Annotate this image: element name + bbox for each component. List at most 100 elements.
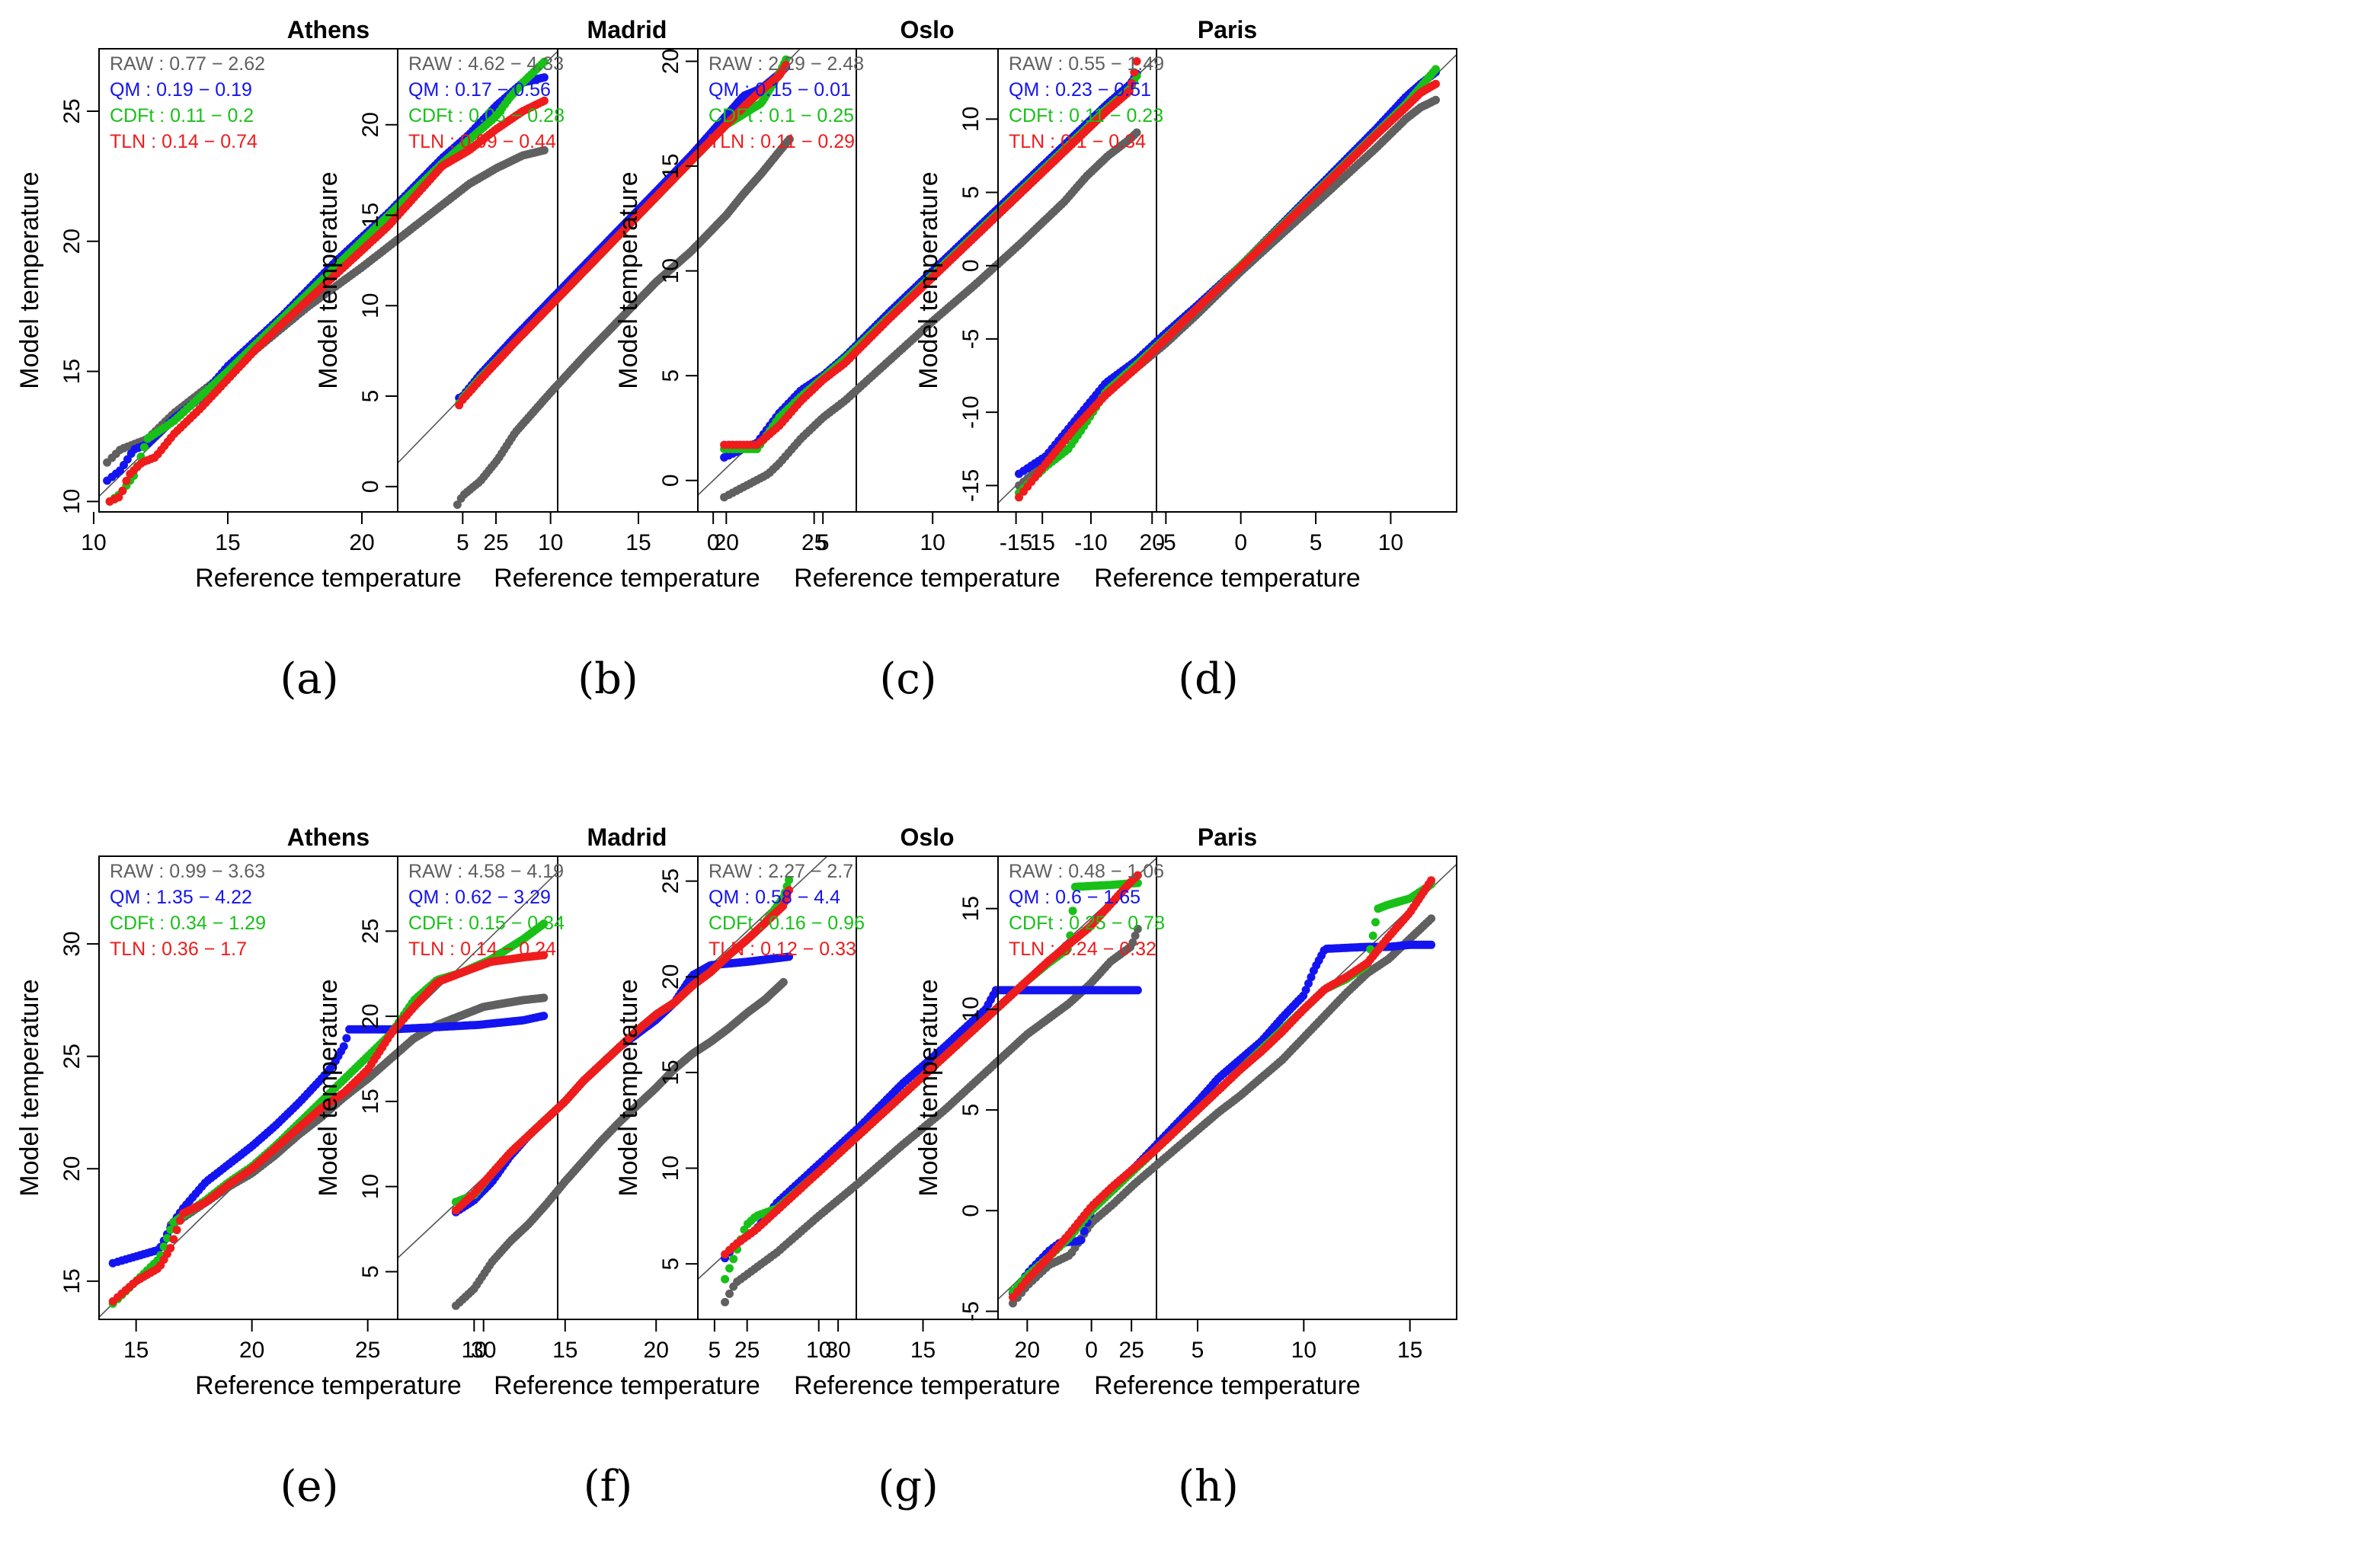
stats-qm: QM : 0.19 − 0.19: [110, 79, 252, 101]
point-tln: [169, 1235, 178, 1243]
x-tick-label: 0: [1234, 530, 1247, 555]
stats-qm: QM : 0.23 − 0.51: [1009, 79, 1151, 101]
y-tick-label: 20: [358, 112, 383, 137]
y-tick-label: 10: [358, 1174, 383, 1199]
y-tick-label: 15: [658, 1060, 683, 1085]
y-tick-label: 5: [358, 1265, 383, 1278]
x-tick-label: 15: [552, 1338, 577, 1363]
point-cdft: [1371, 918, 1380, 926]
point-qm: [1427, 941, 1435, 949]
x-tick-label: 5: [456, 530, 469, 555]
point-cdft: [140, 443, 149, 452]
stats-raw: RAW : 0.99 − 3.63: [110, 861, 265, 882]
stats-raw: RAW : 0.55 − 1.49: [1009, 53, 1164, 75]
x-tick-label: -5: [1156, 530, 1176, 555]
stats-raw: RAW : 2.27 − 2.7: [709, 861, 853, 882]
y-tick-label: 20: [59, 229, 85, 254]
subfigure-label: (d): [1178, 654, 1239, 704]
point-tln: [173, 1226, 181, 1234]
y-tick-label: 15: [658, 153, 683, 178]
y-tick-label: 15: [358, 1089, 383, 1114]
y-tick-label: 15: [59, 359, 85, 384]
y-tick-label: 0: [958, 259, 984, 272]
x-tick-label: 15: [215, 530, 240, 555]
x-tick-label: 10: [462, 1338, 487, 1363]
x-tick-label: -10: [1074, 530, 1107, 555]
stats-tln: TLN : 0.1 − 0.34: [1009, 131, 1146, 152]
x-tick-label: 10: [538, 530, 563, 555]
x-tick-label: 0: [707, 530, 720, 555]
stats-qm: QM : 0.62 − 3.29: [408, 887, 551, 908]
stats-qm: QM : 1.35 − 4.22: [110, 887, 252, 908]
y-axis-label: Model temperature: [614, 171, 643, 388]
point-cdft: [721, 1275, 729, 1284]
y-tick-label: 20: [59, 1156, 85, 1181]
y-tick-label: 5: [658, 369, 683, 382]
point-qm: [1077, 1236, 1086, 1244]
point-raw: [721, 1298, 729, 1306]
stats-raw: RAW : 2.29 − 2.48: [709, 53, 864, 75]
y-axis-label: Model temperature: [314, 979, 343, 1196]
y-tick-label: 15: [358, 203, 383, 228]
y-tick-label: 20: [358, 1003, 383, 1028]
x-tick-label: 5: [709, 1338, 721, 1363]
stats-tln: TLN : 0.36 − 1.7: [110, 938, 247, 960]
y-tick-label: 30: [59, 931, 85, 956]
stats-cdft: CDFt : 0.15 − 0.34: [408, 913, 565, 934]
y-tick-label: 20: [658, 49, 683, 74]
x-axis-label: Reference temperature: [1094, 564, 1361, 593]
stats-raw: RAW : 0.77 − 2.62: [110, 53, 265, 75]
stats-tln: TLN : 0.09 − 0.44: [408, 131, 556, 152]
y-axis-label: Model temperature: [15, 979, 44, 1196]
stats-cdft: CDFt : 0.11 − 0.23: [1009, 105, 1163, 126]
stats-cdft: CDFt : 0.1 − 0.25: [709, 105, 854, 126]
y-tick-label: 25: [59, 98, 85, 123]
y-tick-label: 5: [958, 186, 984, 199]
point-cdft: [1432, 65, 1440, 73]
y-tick-label: 25: [358, 919, 383, 944]
y-axis-label: Model temperature: [914, 171, 943, 388]
point-cdft: [729, 1255, 737, 1263]
y-tick-label: 10: [658, 1156, 683, 1181]
x-tick-label: 10: [1378, 530, 1403, 555]
point-raw: [1432, 96, 1440, 104]
point-raw: [725, 1290, 734, 1298]
x-tick-label: 15: [123, 1338, 149, 1363]
point-cdft: [1369, 932, 1377, 940]
stats-tln: TLN : 0.11 − 0.29: [709, 131, 855, 152]
y-tick-label: 0: [358, 480, 383, 493]
stats-cdft: CDFt : 0.08 − 0.28: [408, 105, 565, 126]
stats-raw: RAW : 4.58 − 4.19: [408, 861, 564, 882]
y-tick-label: -10: [958, 395, 984, 428]
y-axis-label: Model temperature: [15, 171, 44, 388]
point-tln: [166, 1244, 174, 1252]
x-tick-label: 5: [1310, 530, 1323, 555]
y-tick-label: -15: [958, 469, 984, 502]
y-tick-label: 0: [658, 474, 683, 487]
point-cdft: [725, 1265, 734, 1273]
stats-cdft: CDFt : 0.16 − 0.96: [709, 913, 865, 934]
x-tick-label: 5: [817, 530, 830, 555]
stats-qm: QM : 0.15 − 0.01: [709, 79, 851, 101]
y-tick-label: 25: [59, 1044, 85, 1069]
x-tick-label: 10: [81, 530, 106, 555]
point-tln: [1432, 80, 1440, 88]
stats-qm: QM : 0.17 − 0.56: [408, 79, 551, 101]
stats-tln: TLN : 0.14 − 0.24: [408, 938, 556, 960]
x-tick-label: 20: [239, 1338, 264, 1363]
y-tick-label: 25: [658, 868, 683, 894]
stats-tln: TLN : 0.14 − 0.74: [110, 131, 258, 152]
y-tick-label: 10: [358, 293, 383, 318]
stats-tln: TLN : 0.12 − 0.33: [709, 938, 856, 960]
y-tick-label: 15: [59, 1268, 85, 1293]
point-tln: [118, 487, 126, 495]
stats-qm: QM : 0.58 − 4.4: [709, 887, 840, 908]
y-axis-label: Model temperature: [614, 979, 643, 1196]
y-tick-label: 10: [658, 258, 683, 283]
y-axis-label: Model temperature: [314, 171, 343, 388]
stats-cdft: CDFt : 0.34 − 1.29: [110, 913, 266, 934]
y-tick-label: 5: [358, 390, 383, 403]
